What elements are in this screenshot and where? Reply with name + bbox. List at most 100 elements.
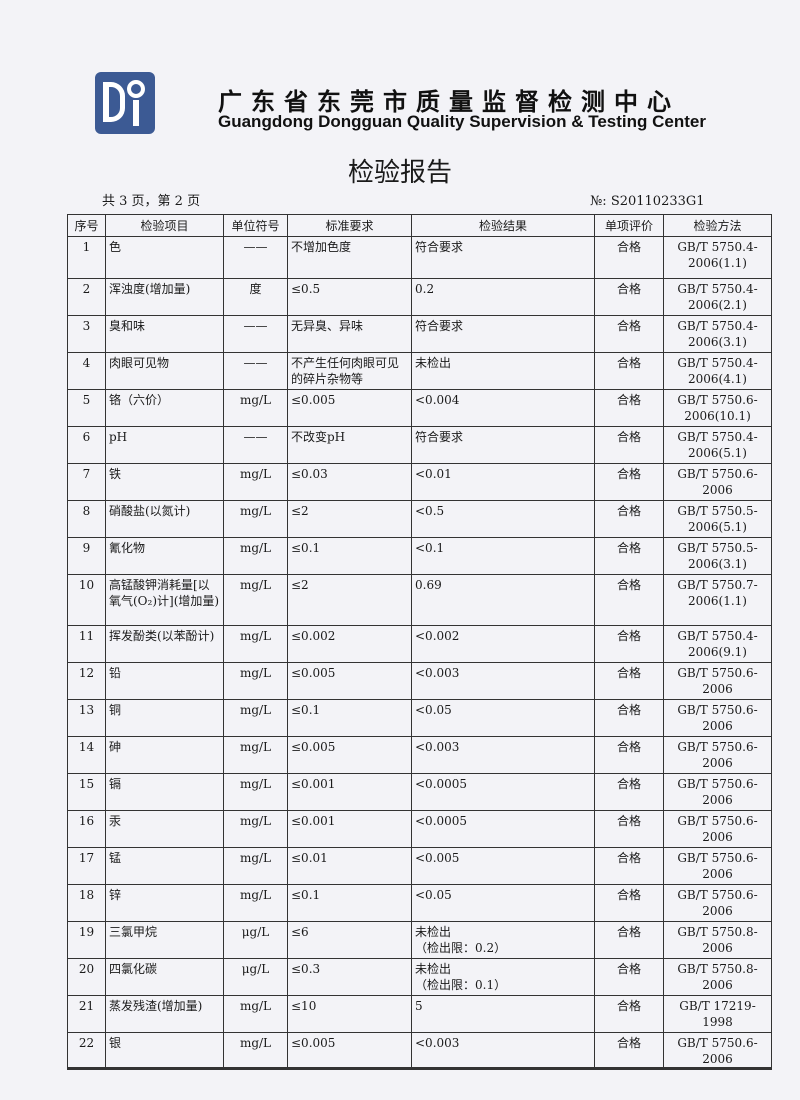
row-number: 2 bbox=[67, 278, 106, 316]
test-method: GB/T 5750.6- 2006 bbox=[663, 662, 772, 700]
unit: mg/L bbox=[223, 389, 288, 427]
table-row: 19 三氯甲烷 μg/L ≤6 未检出 （检出限：0.2） 合格 GB/T 5750.8- … bbox=[67, 921, 772, 959]
unit: 度 bbox=[223, 278, 288, 316]
test-method: GB/T 5750.6- 2006 bbox=[663, 773, 772, 811]
table-row: 21 蒸发残渣(增加量) mg/L ≤10 5 合格 GB/T 17219- 1998 bbox=[67, 995, 772, 1033]
column-header: 单位符号 bbox=[223, 214, 288, 237]
unit: mg/L bbox=[223, 995, 288, 1033]
test-result: <0.0005 bbox=[411, 773, 595, 811]
unit: mg/L bbox=[223, 810, 288, 848]
unit: μg/L bbox=[223, 958, 288, 996]
inspection-table: 序号 检验项目 单位符号 标准要求 检验结果 单项评价 检验方法 1 色 —— 不增加色度 符合要求… bbox=[67, 214, 772, 1070]
test-result: <0.05 bbox=[411, 884, 595, 922]
evaluation: 合格 bbox=[594, 500, 664, 538]
test-method: GB/T 5750.4- 2006(2.1) bbox=[663, 278, 772, 316]
column-header: 检验方法 bbox=[663, 214, 772, 237]
test-result: <0.1 bbox=[411, 537, 595, 575]
row-number: 16 bbox=[67, 810, 106, 848]
table-row: 10 高锰酸钾消耗量[以氧气(O₂)计](增加量) mg/L ≤2 0.69 合格 GB/T… bbox=[67, 574, 772, 626]
evaluation: 合格 bbox=[594, 699, 664, 737]
column-header: 标准要求 bbox=[287, 214, 412, 237]
table-row: 16 汞 mg/L ≤0.001 <0.0005 合格 GB/T 5750.6- 2006 bbox=[67, 810, 772, 848]
test-method: GB/T 5750.8- 2006 bbox=[663, 921, 772, 959]
unit: mg/L bbox=[223, 773, 288, 811]
unit: —— bbox=[223, 426, 288, 464]
test-item: 高锰酸钾消耗量[以氧气(O₂)计](增加量) bbox=[105, 574, 224, 626]
row-number: 4 bbox=[67, 352, 106, 390]
test-result: <0.05 bbox=[411, 699, 595, 737]
standard-requirement: ≤0.005 bbox=[287, 1032, 412, 1070]
unit: mg/L bbox=[223, 463, 288, 501]
column-header: 检验项目 bbox=[105, 214, 224, 237]
row-number: 18 bbox=[67, 884, 106, 922]
standard-requirement: ≤0.1 bbox=[287, 537, 412, 575]
row-number: 7 bbox=[67, 463, 106, 501]
evaluation: 合格 bbox=[594, 389, 664, 427]
table-row: 2 浑浊度(增加量) 度 ≤0.5 0.2 合格 GB/T 5750.4- 2006(2.1… bbox=[67, 278, 772, 316]
test-item: 臭和味 bbox=[105, 315, 224, 353]
standard-requirement: ≤0.001 bbox=[287, 810, 412, 848]
test-item: pH bbox=[105, 426, 224, 464]
unit: mg/L bbox=[223, 625, 288, 663]
row-number: 19 bbox=[67, 921, 106, 959]
unit: mg/L bbox=[223, 1032, 288, 1070]
report-number: №: S20110233G1 bbox=[590, 194, 705, 209]
column-header: 检验结果 bbox=[411, 214, 595, 237]
test-method: GB/T 17219- 1998 bbox=[663, 995, 772, 1033]
unit: mg/L bbox=[223, 847, 288, 885]
test-method: GB/T 5750.6- 2006 bbox=[663, 463, 772, 501]
test-result: 符合要求 bbox=[411, 426, 595, 464]
evaluation: 合格 bbox=[594, 958, 664, 996]
standard-requirement: ≤0.001 bbox=[287, 773, 412, 811]
standard-requirement: 无异臭、异味 bbox=[287, 315, 412, 353]
standard-requirement: ≤6 bbox=[287, 921, 412, 959]
evaluation: 合格 bbox=[594, 1032, 664, 1070]
standard-requirement: 不改变pH bbox=[287, 426, 412, 464]
test-item: 铬（六价） bbox=[105, 389, 224, 427]
test-item: 银 bbox=[105, 1032, 224, 1070]
test-result: <0.002 bbox=[411, 625, 595, 663]
standard-requirement: ≤0.005 bbox=[287, 389, 412, 427]
unit: —— bbox=[223, 352, 288, 390]
standard-requirement: 不增加色度 bbox=[287, 236, 412, 279]
table-row: 8 硝酸盐(以氮计) mg/L ≤2 <0.5 合格 GB/T 5750.5- 2006(5… bbox=[67, 500, 772, 538]
evaluation: 合格 bbox=[594, 662, 664, 700]
test-method: GB/T 5750.6- 2006 bbox=[663, 736, 772, 774]
row-number: 13 bbox=[67, 699, 106, 737]
test-result: 未检出 bbox=[411, 352, 595, 390]
test-item: 铜 bbox=[105, 699, 224, 737]
test-result: 未检出 （检出限：0.2） bbox=[411, 921, 595, 959]
evaluation: 合格 bbox=[594, 995, 664, 1033]
test-method: GB/T 5750.4- 2006(9.1) bbox=[663, 625, 772, 663]
evaluation: 合格 bbox=[594, 236, 664, 279]
test-result: <0.003 bbox=[411, 662, 595, 700]
test-method: GB/T 5750.6- 2006 bbox=[663, 810, 772, 848]
evaluation: 合格 bbox=[594, 315, 664, 353]
test-result: 0.2 bbox=[411, 278, 595, 316]
standard-requirement: ≤0.005 bbox=[287, 662, 412, 700]
row-number: 6 bbox=[67, 426, 106, 464]
test-method: GB/T 5750.4- 2006(4.1) bbox=[663, 352, 772, 390]
table-row: 12 铅 mg/L ≤0.005 <0.003 合格 GB/T 5750.6- 2006 bbox=[67, 662, 772, 700]
row-number: 8 bbox=[67, 500, 106, 538]
test-result: 0.69 bbox=[411, 574, 595, 626]
test-result: 未检出 （检出限：0.1） bbox=[411, 958, 595, 996]
standard-requirement: ≤0.1 bbox=[287, 884, 412, 922]
test-item: 砷 bbox=[105, 736, 224, 774]
evaluation: 合格 bbox=[594, 463, 664, 501]
test-result: 符合要求 bbox=[411, 315, 595, 353]
test-result: <0.5 bbox=[411, 500, 595, 538]
column-header: 序号 bbox=[67, 214, 106, 237]
table-row: 18 锌 mg/L ≤0.1 <0.05 合格 GB/T 5750.6- 2006 bbox=[67, 884, 772, 922]
test-result: <0.003 bbox=[411, 1032, 595, 1070]
row-number: 17 bbox=[67, 847, 106, 885]
test-item: 蒸发残渣(增加量) bbox=[105, 995, 224, 1033]
test-item: 浑浊度(增加量) bbox=[105, 278, 224, 316]
test-result: <0.0005 bbox=[411, 810, 595, 848]
evaluation: 合格 bbox=[594, 773, 664, 811]
footer-divider bbox=[67, 1067, 771, 1069]
test-item: 氰化物 bbox=[105, 537, 224, 575]
table-header-row: 序号 检验项目 单位符号 标准要求 检验结果 单项评价 检验方法 bbox=[67, 214, 772, 237]
test-result: <0.005 bbox=[411, 847, 595, 885]
table-row: 6 pH —— 不改变pH 符合要求 合格 GB/T 5750.4- 2006(5.1) bbox=[67, 426, 772, 464]
